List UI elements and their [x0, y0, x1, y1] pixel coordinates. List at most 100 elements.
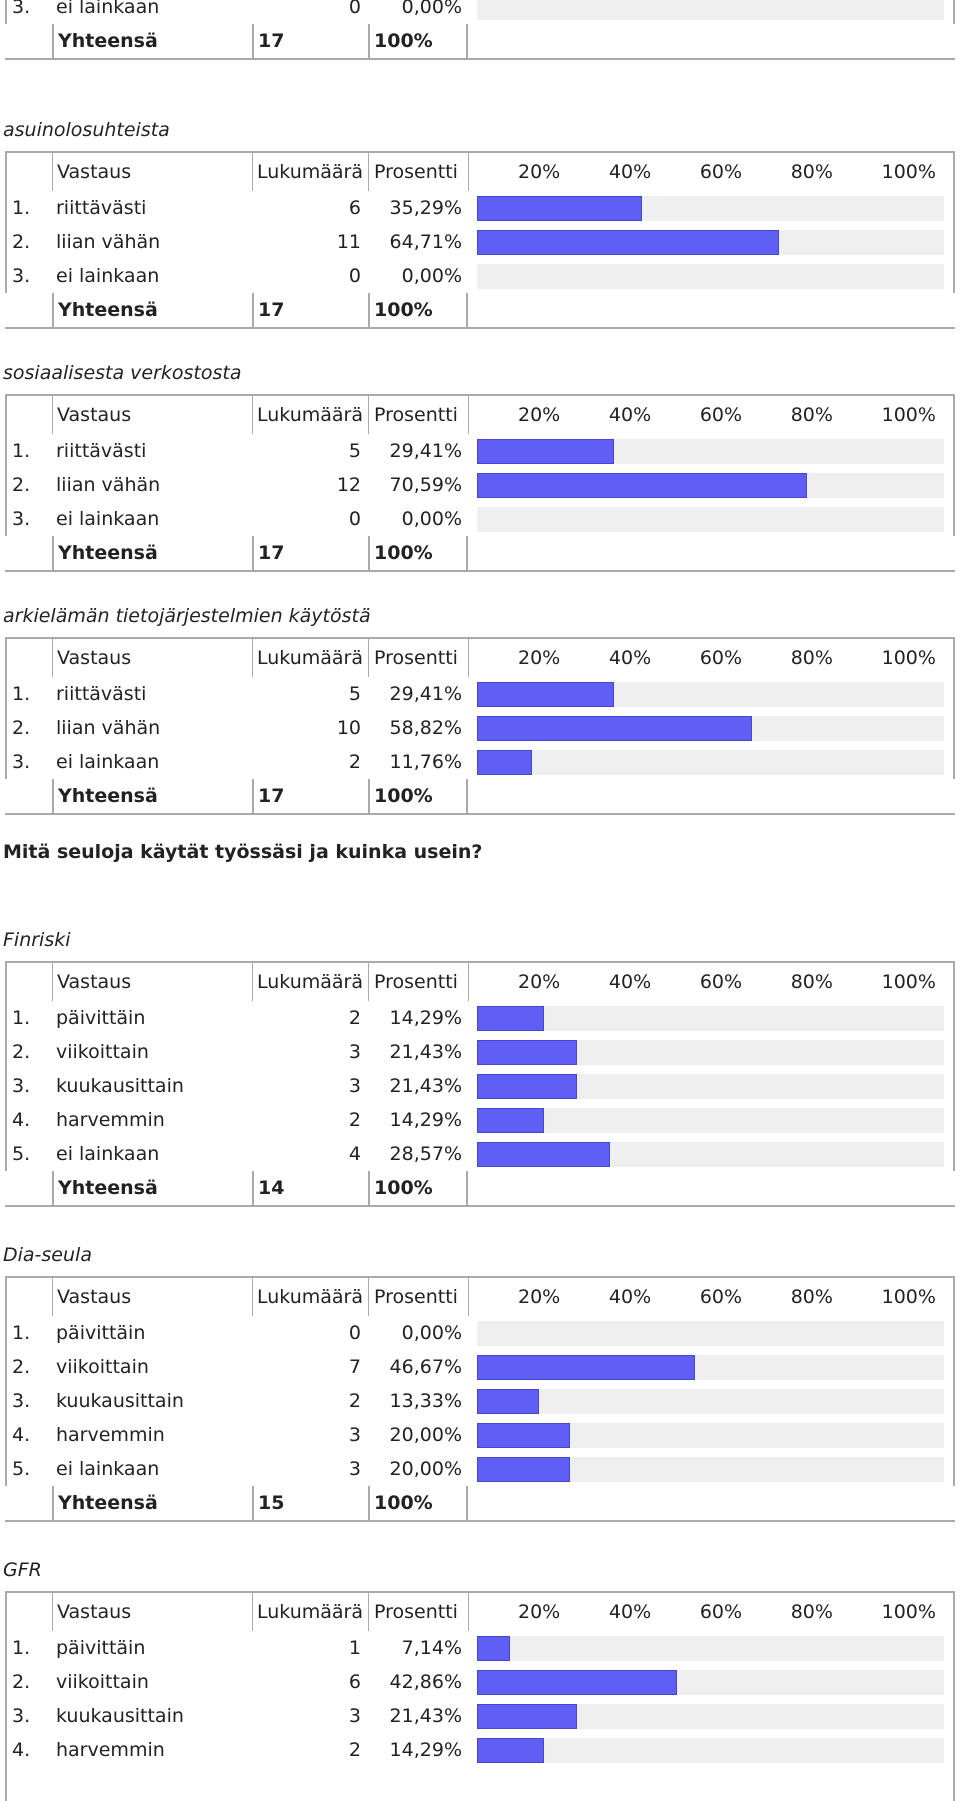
bar-track: [477, 1635, 944, 1661]
table-row: 1. päivittäin 0 0,00%: [5, 1316, 955, 1350]
scale-label: 80%: [790, 971, 833, 993]
table-row: 3. kuukausittain 2 13,33%: [5, 1384, 955, 1418]
row-number: 4.: [5, 1733, 52, 1767]
bar-fill: [477, 472, 807, 498]
scale-label: 20%: [518, 404, 561, 426]
bar-cell: [468, 502, 955, 536]
header-empty: [5, 961, 52, 1001]
row-number: 3.: [5, 259, 52, 293]
header-scale: 20% 40% 60% 80% 100%: [468, 1276, 955, 1316]
answer-label: viikoittain: [56, 1041, 149, 1063]
answer-count: 2: [348, 1109, 361, 1131]
bar-track: [477, 438, 944, 464]
total-label: Yhteensä: [52, 1486, 252, 1522]
section-title: asuinolosuhteista: [3, 119, 170, 141]
header-percent: Prosentti: [368, 637, 468, 677]
table-row: 4. harvemmin 3 20,00%: [5, 1418, 955, 1452]
scale-label: 20%: [518, 1286, 561, 1308]
answer-count: 3: [348, 1041, 361, 1063]
answer-count: 2: [348, 1007, 361, 1029]
bar-cell: [468, 1665, 955, 1699]
results-table: Vastaus Lukumäärä Prosentti 20% 40% 60% 80% 100…: [5, 394, 955, 572]
section-title: arkielämän tietojärjestelmien käytöstä: [3, 605, 371, 627]
answer-label: liian vähän: [56, 717, 161, 739]
bar-fill: [477, 438, 615, 464]
total-percent: 100%: [368, 24, 468, 60]
answer-label: ei lainkaan: [56, 1143, 160, 1165]
bar-fill: [477, 681, 615, 707]
table-row: 5. ei lainkaan 4 28,57%: [5, 1137, 955, 1171]
answer-percent: 42,86%: [389, 1671, 462, 1693]
table-row: 1. riittävästi 6 35,29%: [5, 191, 955, 225]
row-number: 1.: [5, 434, 52, 468]
total-row: Yhteensä 17 100%: [5, 536, 955, 572]
total-count: 15: [252, 1486, 368, 1522]
header-empty: [5, 637, 52, 677]
table-header-row: Vastaus Lukumäärä Prosentti 20% 40% 60% 80% 100…: [5, 1276, 955, 1316]
bar-track: [477, 1422, 944, 1448]
answer-count: 3: [348, 1075, 361, 1097]
header-percent: Prosentti: [368, 1591, 468, 1631]
scale-labels: 20% 40% 60% 80% 100%: [478, 963, 944, 1001]
table-row: 3. ei lainkaan 0 0,00%: [5, 259, 955, 293]
scale-label: 100%: [881, 647, 936, 669]
header-answer: Vastaus: [52, 151, 252, 191]
row-number: 2.: [5, 1350, 52, 1384]
question-heading: Mitä seuloja käytät työssäsi ja kuinka u…: [3, 841, 483, 863]
scale-label: 100%: [881, 404, 936, 426]
scale-label: 20%: [518, 161, 561, 183]
bar-cell: [468, 677, 955, 711]
header-percent: Prosentti: [368, 394, 468, 434]
table-row: 5. ei lainkaan 3 20,00%: [5, 1452, 955, 1486]
row-number: 2.: [5, 711, 52, 745]
answer-count: 4: [348, 1143, 361, 1165]
answer-label: harvemmin: [56, 1109, 165, 1131]
row-number: 1.: [5, 1316, 52, 1350]
bar-fill: [477, 1005, 544, 1031]
row-number: 5.: [5, 1137, 52, 1171]
table-row: 1. riittävästi 5 29,41%: [5, 677, 955, 711]
header-count: Lukumäärä: [252, 394, 368, 434]
table-row: 3. ei lainkaan 2 11,76%: [5, 745, 955, 779]
header-answer: Vastaus: [52, 1591, 252, 1631]
answer-percent: 28,57%: [389, 1143, 462, 1165]
scale-label: 100%: [881, 1286, 936, 1308]
header-percent: Prosentti: [368, 151, 468, 191]
total-row: Yhteensä 17 100%: [5, 293, 955, 329]
bar-cell: [468, 1699, 955, 1733]
scale-label: 80%: [790, 404, 833, 426]
total-empty: [5, 536, 52, 572]
table-row: 2. liian vähän 10 58,82%: [5, 711, 955, 745]
cell-empty: [468, 1767, 955, 1801]
answer-count: 6: [348, 1671, 361, 1693]
bar-track: [477, 1354, 944, 1380]
bar-track: [477, 1073, 944, 1099]
answer-percent: 21,43%: [389, 1041, 462, 1063]
answer-count: 0: [348, 508, 361, 530]
answer-label: päivittäin: [56, 1637, 146, 1659]
cell-empty: [5, 1767, 52, 1801]
header-count: Lukumäärä: [252, 637, 368, 677]
scale-label: 40%: [608, 404, 652, 426]
table-row: 2. viikoittain 7 46,67%: [5, 1350, 955, 1384]
bar-cell: [468, 434, 955, 468]
bar-cell: [468, 1316, 955, 1350]
bar-cell: [468, 1452, 955, 1486]
answer-count: 12: [336, 474, 361, 496]
cell-empty: [252, 1767, 368, 1801]
bar-cell: [468, 0, 955, 24]
row-number: 2.: [5, 468, 52, 502]
scale-label: 40%: [608, 1601, 652, 1623]
total-bar-empty: [468, 293, 955, 329]
scale-label: 60%: [699, 647, 743, 669]
section-title: GFR: [3, 1559, 42, 1581]
answer-percent: 0,00%: [401, 508, 462, 530]
bar-cell: [468, 1137, 955, 1171]
total-row: Yhteensä 17 100%: [5, 24, 955, 60]
bar-fill: [477, 749, 532, 775]
results-table: Vastaus Lukumäärä Prosentti 20% 40% 60% 80% 100…: [5, 637, 955, 815]
total-empty: [5, 24, 52, 60]
bar-track: [477, 229, 944, 255]
answer-percent: 11,76%: [389, 751, 462, 773]
bar-fill: [477, 1107, 544, 1133]
